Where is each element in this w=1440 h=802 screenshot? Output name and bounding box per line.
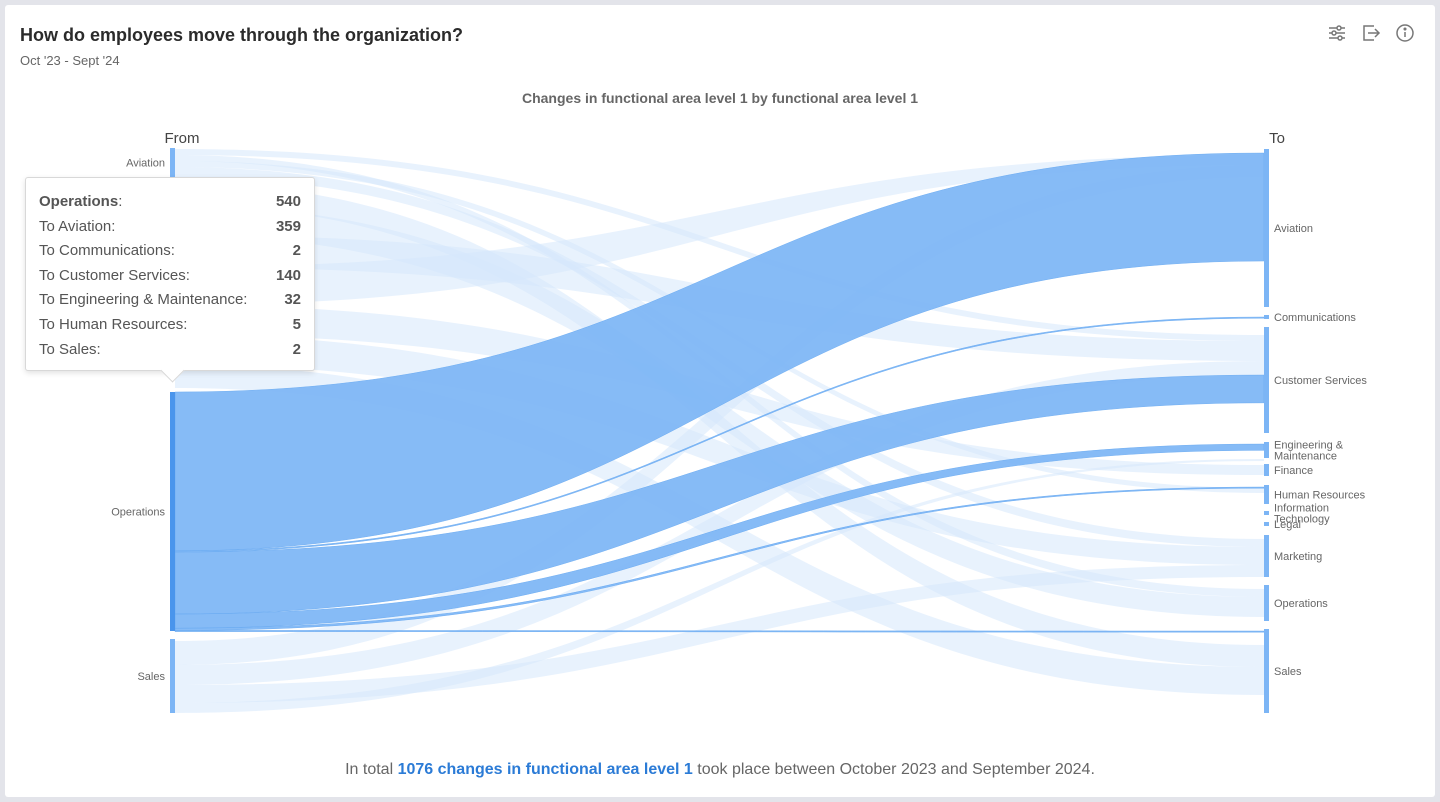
target-label: Finance <box>1274 465 1313 477</box>
target-label: Human Resources <box>1274 490 1366 502</box>
target-label: Legal <box>1274 519 1301 531</box>
highlighted-links <box>174 152 1265 633</box>
tooltip-row-value: 359 <box>275 217 301 235</box>
tooltip-row-label: To Engineering & Maintenance: <box>39 291 248 309</box>
export-icon[interactable] <box>1361 23 1381 43</box>
tooltip-row-label: To Human Resources: <box>39 315 188 333</box>
target-node[interactable] <box>1264 327 1269 433</box>
chart-card: How do employees move through the organi… <box>5 5 1435 797</box>
tooltip-total: 540 <box>275 193 301 210</box>
tooltip-row: To Human Resources: 5 <box>39 315 301 340</box>
tooltip-row: To Communications: 2 <box>39 241 301 266</box>
target-node[interactable] <box>1264 315 1269 319</box>
sliders-icon[interactable] <box>1327 23 1347 43</box>
target-node[interactable] <box>1264 522 1269 526</box>
flow-link-faded <box>175 361 1264 685</box>
tooltip-row-label: To Communications: <box>39 242 175 260</box>
flow-link-faded <box>175 165 1264 665</box>
target-label: Customer Services <box>1274 375 1367 387</box>
sankey-chart: From To Aviation Operations Sales Aviation Com… <box>111 130 1367 713</box>
flow-link-faded <box>175 155 1264 305</box>
target-label: Communications <box>1274 312 1356 324</box>
tooltip-row-value: 2 <box>292 340 301 358</box>
target-label: Operations <box>1274 598 1328 610</box>
target-node[interactable] <box>1264 629 1269 713</box>
target-label: Engineering & <box>1274 440 1344 452</box>
source-label: Aviation <box>126 158 165 170</box>
source-label: Sales <box>137 671 165 683</box>
chart-title: Changes in functional area level 1 by fu… <box>521 90 919 106</box>
flow-link-faded <box>175 149 1264 341</box>
flow-link-aviation[interactable] <box>174 152 1265 552</box>
flow-link-faded <box>175 459 1264 713</box>
target-label: Aviation <box>1274 223 1313 235</box>
target-node[interactable] <box>1264 485 1269 504</box>
source-label: Operations <box>111 507 165 519</box>
summary-link[interactable]: 1076 changes in functional area level 1 <box>397 761 693 778</box>
tooltip-row: To Customer Services: 140 <box>39 266 301 291</box>
target-node[interactable] <box>1264 585 1269 621</box>
target-node[interactable] <box>1264 442 1269 458</box>
tooltip-row-label: To Customer Services: <box>39 266 190 284</box>
flow-link-customer-services[interactable] <box>174 374 1265 615</box>
nodes <box>170 148 1269 713</box>
tooltip-row: To Sales: 2 <box>39 340 301 365</box>
target-label: Information <box>1274 503 1329 515</box>
tooltip-row-value: 32 <box>284 291 301 309</box>
target-label: Technology <box>1274 514 1330 526</box>
target-label: Maintenance <box>1274 451 1337 463</box>
to-header: To <box>1269 130 1285 147</box>
tooltip-row-value: 2 <box>292 242 301 260</box>
tooltip-row-label: To Sales: <box>39 340 101 358</box>
target-node[interactable] <box>1264 149 1269 307</box>
info-icon[interactable] <box>1395 23 1415 43</box>
target-node[interactable] <box>1264 535 1269 577</box>
node-labels: From To Aviation Operations Sales Aviation Com… <box>111 130 1367 683</box>
target-node[interactable] <box>1264 464 1269 476</box>
tooltip-header: Operations: 540 <box>39 192 301 217</box>
source-node[interactable] <box>170 639 175 713</box>
target-node[interactable] <box>1264 511 1269 515</box>
tooltip: Operations: 540 To Aviation: 359 To Comm… <box>25 177 315 383</box>
tooltip-row: To Aviation: 359 <box>39 217 301 242</box>
page-title: How do employees move through the organi… <box>20 25 464 45</box>
source-node[interactable] <box>170 148 175 177</box>
target-label: Marketing <box>1274 551 1322 563</box>
flow-link-faded <box>175 565 1264 703</box>
tooltip-row-value: 5 <box>292 315 301 333</box>
from-header: From <box>165 130 200 147</box>
flow-link-faded <box>175 335 1264 565</box>
summary-text: In total 1076 changes in functional area… <box>345 761 1095 778</box>
tooltip-row-label: To Aviation: <box>39 217 116 235</box>
target-label: Sales <box>1274 666 1302 678</box>
date-range: Oct '23 - Sept '24 <box>20 53 120 68</box>
tooltip-row: To Engineering & Maintenance: 32 <box>39 290 301 315</box>
toolbar <box>1327 23 1415 43</box>
tooltip-title: Operations <box>39 193 119 210</box>
source-node[interactable] <box>170 392 175 631</box>
tooltip-row-value: 140 <box>275 266 301 284</box>
